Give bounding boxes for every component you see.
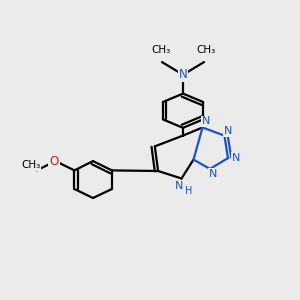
Text: N: N — [209, 169, 217, 179]
Text: N: N — [202, 116, 211, 127]
Text: N: N — [232, 153, 241, 163]
Text: CH₃: CH₃ — [22, 160, 41, 170]
Text: H: H — [185, 185, 193, 196]
Text: N: N — [178, 68, 188, 81]
Text: CH₃: CH₃ — [151, 46, 170, 56]
Text: O: O — [50, 154, 58, 168]
Text: CH₃: CH₃ — [196, 46, 215, 56]
Text: N: N — [175, 181, 183, 191]
Text: N: N — [224, 126, 232, 136]
